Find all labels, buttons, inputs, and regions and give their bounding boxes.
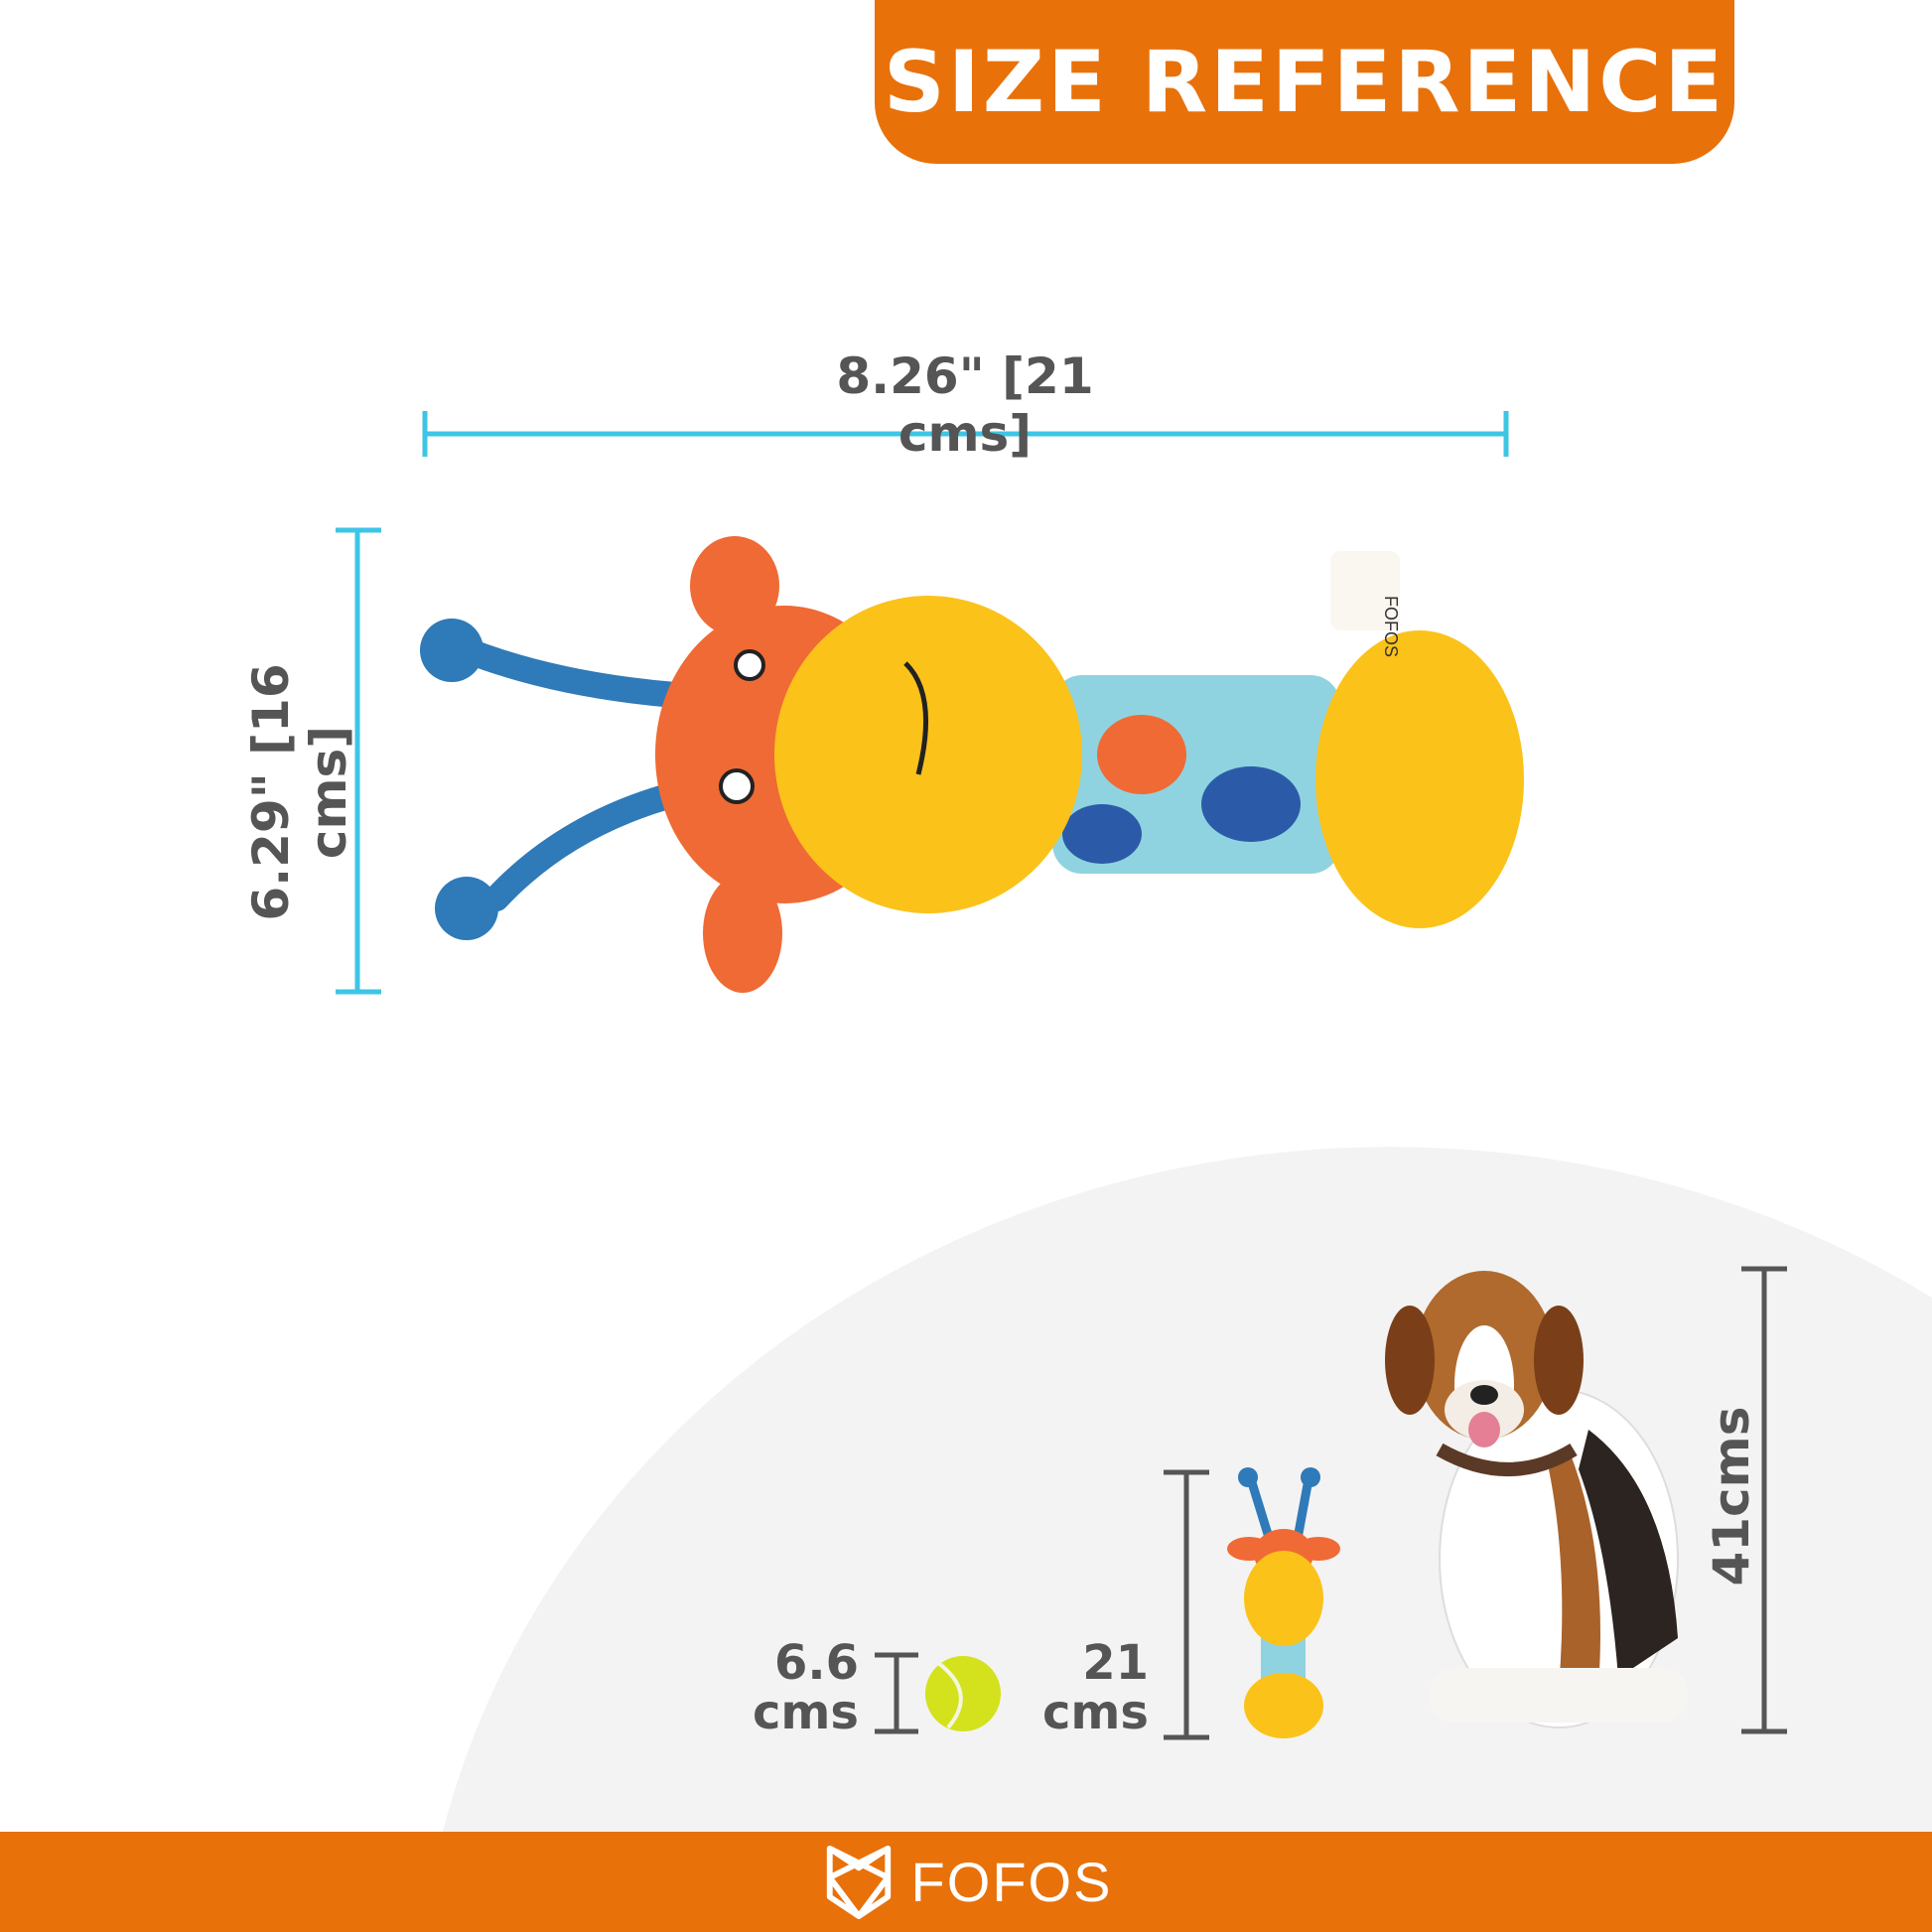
dog-size-label: 41cms bbox=[1703, 1406, 1760, 1587]
ball-size-unit: cms bbox=[752, 1685, 859, 1740]
toy-size-unit: cms bbox=[1041, 1685, 1149, 1740]
beagle-dog-image bbox=[1385, 1271, 1688, 1728]
size-reference-banner: SIZE REFERENCE bbox=[875, 0, 1734, 164]
toy-size-label: 21 cms bbox=[983, 1638, 1149, 1737]
width-dimension-line bbox=[422, 411, 1509, 457]
ball-dimension-bar bbox=[875, 1652, 918, 1734]
width-label: 8.26" [21 cms] bbox=[836, 347, 1094, 463]
fox-logo-icon bbox=[826, 1845, 891, 1919]
dog-dimension-bar bbox=[1741, 1266, 1787, 1734]
height-label: 6.29" [16 cms] bbox=[242, 663, 357, 921]
footer-brand: FOFOS bbox=[910, 1851, 1113, 1913]
banner-title: SIZE REFERENCE bbox=[883, 32, 1726, 132]
giraffe-toy-image: FOFOS bbox=[420, 536, 1524, 993]
toy-tag-text: FOFOS bbox=[1381, 596, 1401, 657]
toy-dimension-bar bbox=[1164, 1469, 1209, 1740]
small-giraffe-toy-image bbox=[1227, 1467, 1340, 1738]
height-dimension-line bbox=[336, 527, 381, 995]
ball-size-value: 6.6 bbox=[773, 1635, 859, 1691]
tennis-ball-image bbox=[925, 1656, 1001, 1731]
ball-size-label: 6.6 cms bbox=[695, 1638, 859, 1737]
toy-size-value: 21 bbox=[1082, 1635, 1149, 1691]
footer-bar: FOFOS bbox=[0, 1832, 1932, 1932]
